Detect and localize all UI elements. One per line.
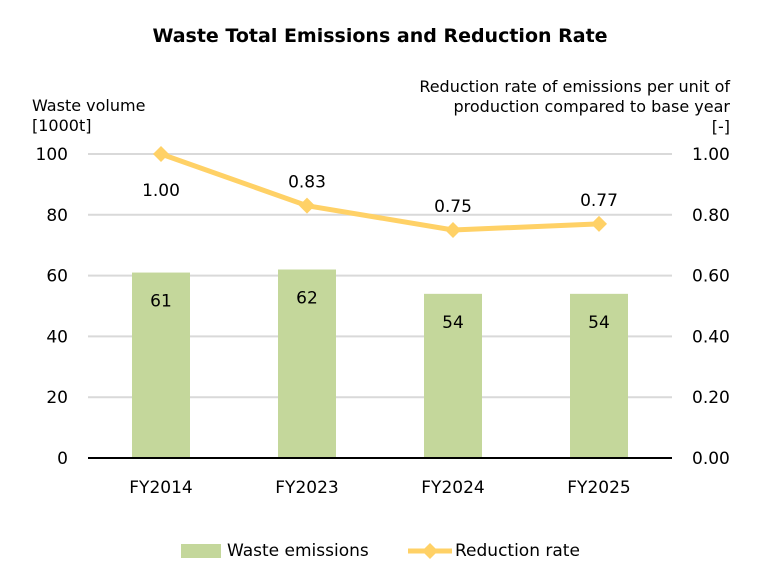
right-axis-label: [-]	[712, 117, 730, 136]
bar	[278, 269, 336, 458]
line-data-label: 0.83	[288, 173, 326, 193]
bar-data-label: 62	[296, 289, 318, 309]
left-tick-label: 20	[46, 388, 68, 408]
right-tick-label: 0.60	[692, 267, 730, 287]
bar-data-label: 54	[588, 313, 610, 333]
left-tick-label: 60	[46, 267, 68, 287]
bar-data-label: 61	[150, 292, 172, 312]
legend-bar-swatch	[181, 544, 221, 558]
right-axis-label: Reduction rate of emissions per unit of	[419, 77, 730, 96]
right-tick-label: 0.80	[692, 206, 730, 226]
left-tick-label: 100	[36, 145, 68, 165]
right-tick-label: 0.00	[692, 449, 730, 469]
line-marker	[153, 146, 169, 162]
left-tick-label: 80	[46, 206, 68, 226]
line-data-label: 1.00	[142, 181, 180, 201]
x-tick-label: FY2014	[129, 478, 192, 498]
legend-line-marker	[422, 543, 438, 559]
right-tick-label: 0.40	[692, 327, 730, 347]
x-tick-label: FY2024	[421, 478, 484, 498]
right-axis-label: production compared to base year	[453, 97, 730, 116]
legend-label: Waste emissions	[227, 541, 369, 561]
x-tick-label: FY2025	[567, 478, 630, 498]
bar	[570, 293, 628, 458]
left-tick-label: 0	[57, 449, 68, 469]
chart-title: Waste Total Emissions and Reduction Rate	[152, 25, 607, 47]
bar-data-label: 54	[442, 313, 464, 333]
right-tick-label: 0.20	[692, 388, 730, 408]
line-marker	[299, 197, 315, 214]
bar	[424, 293, 482, 458]
line-marker	[445, 222, 461, 238]
bar	[132, 272, 190, 458]
left-axis-label: Waste volume	[32, 96, 145, 115]
legend-label: Reduction rate	[455, 541, 580, 561]
x-tick-label: FY2023	[275, 478, 338, 498]
line-data-label: 0.77	[580, 191, 618, 211]
left-axis-label: [1000t]	[32, 116, 91, 135]
line-marker	[591, 215, 607, 232]
line-series	[160, 151, 600, 233]
line-data-label: 0.75	[434, 197, 472, 217]
right-tick-label: 1.00	[692, 145, 730, 165]
left-tick-label: 40	[46, 327, 68, 347]
